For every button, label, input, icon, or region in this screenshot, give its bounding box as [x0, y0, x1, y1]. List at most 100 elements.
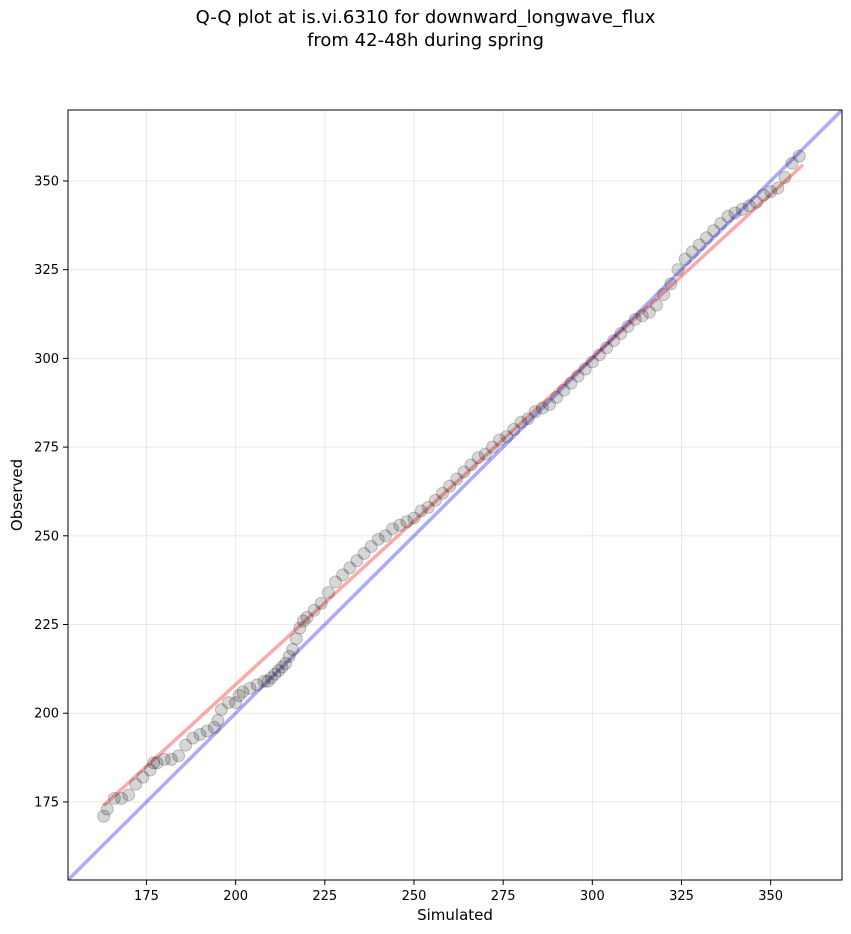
- quantile-point: [150, 756, 164, 770]
- quantile-point: [650, 298, 664, 312]
- y-tick-label: 350: [34, 174, 59, 189]
- quantile-point: [792, 149, 806, 163]
- quantile-point: [179, 738, 193, 752]
- quantile-point: [507, 422, 521, 436]
- quantile-point: [157, 752, 171, 766]
- x-tick-label: 200: [223, 889, 248, 904]
- y-tick-label: 325: [34, 263, 59, 278]
- quantile-point: [600, 341, 614, 355]
- quantile-point: [728, 206, 742, 220]
- quantile-point: [300, 610, 314, 624]
- grid: [68, 110, 842, 880]
- quantile-point: [664, 277, 678, 291]
- x-tick-label: 275: [491, 889, 516, 904]
- quantile-point: [282, 649, 296, 663]
- quantile-point: [207, 720, 221, 734]
- y-tick-label: 300: [34, 352, 59, 367]
- plot-frame: [67, 109, 843, 881]
- quantile-point: [493, 433, 507, 447]
- quantile-point: [378, 529, 392, 543]
- quantile-point: [749, 195, 763, 209]
- quantile-point: [236, 685, 250, 699]
- quantile-point: [528, 405, 542, 419]
- chart-title: Q-Q plot at is.vi.6310 for downward_long…: [0, 6, 851, 52]
- quantile-point: [275, 660, 289, 674]
- plot-background: [68, 110, 842, 880]
- quantile-point: [443, 479, 457, 493]
- x-tick-label: 325: [669, 889, 694, 904]
- quantile-point: [521, 412, 535, 426]
- quantile-point: [371, 532, 385, 546]
- quantile-point: [214, 703, 228, 717]
- quantile-point: [550, 390, 564, 404]
- quantile-point: [129, 777, 143, 791]
- quantile-point: [657, 288, 671, 302]
- quantile-point: [407, 511, 421, 525]
- quantile-point: [592, 348, 606, 362]
- quantile-point: [778, 170, 792, 184]
- quantile-point: [250, 678, 264, 692]
- quantile-point: [286, 642, 300, 656]
- quantile-point: [714, 217, 728, 231]
- quantile-point: [164, 752, 178, 766]
- quantile-point: [400, 515, 414, 529]
- quantile-point: [314, 596, 328, 610]
- quantile-point: [628, 312, 642, 326]
- quantile-point: [261, 674, 275, 688]
- quantile-point: [500, 429, 514, 443]
- quantile-point: [122, 788, 136, 802]
- quantile-point: [222, 696, 236, 710]
- quantile-point: [143, 763, 157, 777]
- quantile-point: [721, 209, 735, 223]
- quantile-point: [293, 621, 307, 635]
- quantile-point: [136, 770, 150, 784]
- quantile-point: [100, 802, 114, 816]
- quantile-point: [364, 539, 378, 553]
- quantile-point: [243, 681, 257, 695]
- quantile-point: [564, 376, 578, 390]
- quantile-point: [279, 657, 293, 671]
- quantile-point: [343, 561, 357, 575]
- quantile-point: [350, 554, 364, 568]
- data-layer: [68, 110, 842, 880]
- axis-ticks: 175 200 225 250 275 300 325 350 175 200 225 250 275 3…: [34, 174, 783, 904]
- quantile-point: [147, 756, 161, 770]
- quantile-point: [535, 401, 549, 415]
- quantile-point: [436, 486, 450, 500]
- quantile-point: [186, 731, 200, 745]
- x-tick-label: 350: [758, 889, 783, 904]
- quantile-point: [771, 181, 785, 195]
- quantile-point: [621, 319, 635, 333]
- y-tick-label: 175: [34, 795, 59, 810]
- quantile-point: [211, 713, 225, 727]
- y-tick-label: 275: [34, 441, 59, 456]
- quantile-point: [107, 791, 121, 805]
- quantile-point: [200, 724, 214, 738]
- quantile-point: [268, 667, 282, 681]
- quantile-point: [478, 447, 492, 461]
- quantile-point: [785, 156, 799, 170]
- y-tick-label: 200: [34, 707, 59, 722]
- y-tick-label: 225: [34, 618, 59, 633]
- quantile-point: [386, 522, 400, 536]
- quantile-point: [578, 362, 592, 376]
- quantile-point: [614, 327, 628, 341]
- quantile-point: [97, 809, 111, 823]
- quantile-point: [671, 263, 685, 277]
- quantile-point: [329, 575, 343, 589]
- quantile-point: [678, 252, 692, 266]
- quantile-point: [471, 451, 485, 465]
- quantile-point: [232, 688, 246, 702]
- quantile-point: [735, 202, 749, 216]
- quantile-point: [642, 305, 656, 319]
- x-tick-label: 225: [312, 889, 337, 904]
- quantile-point: [257, 674, 271, 688]
- quantile-point: [742, 199, 756, 213]
- quantile-point: [289, 632, 303, 646]
- reference-line: [68, 110, 842, 880]
- quantile-point: [557, 383, 571, 397]
- quantile-point: [428, 493, 442, 507]
- fit-line: [102, 163, 804, 807]
- quantile-point: [271, 664, 285, 678]
